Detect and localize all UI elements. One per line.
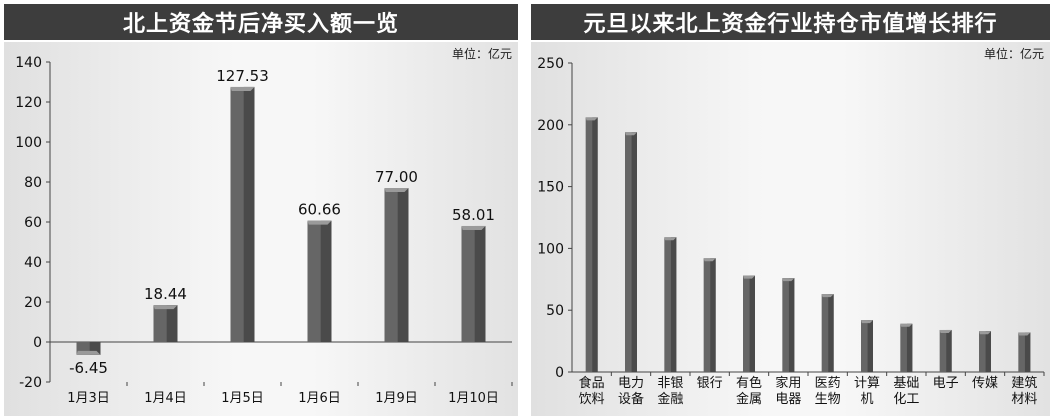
category-label: 1月6日 [298, 391, 341, 406]
bar-top [585, 117, 598, 121]
y-tick-label: 250 [537, 56, 564, 72]
bar-top [861, 320, 873, 324]
chart-title: 元旦以来北上资金行业持仓市值增长排行 [531, 4, 1050, 40]
bar-top [230, 86, 255, 91]
category-label: 1月4日 [144, 391, 187, 406]
bar-top [821, 294, 834, 298]
category-label: 生物 [815, 392, 841, 407]
bar-side [320, 220, 332, 342]
bar-bottom [76, 350, 101, 355]
category-label: 电力 [618, 376, 644, 391]
bar-top [664, 237, 677, 241]
bar-side [243, 86, 255, 342]
y-tick-label: 50 [546, 303, 564, 319]
data-label: 127.53 [216, 67, 269, 85]
bar-top [743, 275, 755, 279]
category-label: 传媒 [972, 376, 998, 391]
bar-side [631, 132, 637, 372]
category-label: 1月10日 [448, 391, 499, 406]
bar-top [461, 225, 486, 230]
y-tick-label: 150 [537, 180, 564, 196]
category-label: 设备 [618, 391, 644, 407]
bar-side [166, 305, 178, 342]
y-tick-label: 100 [537, 241, 564, 257]
category-label: 1月3日 [67, 391, 110, 406]
bar-top [900, 323, 913, 327]
unit-label: 单位：亿元 [984, 46, 1044, 61]
industry-holdings-chart-panel: 元旦以来北上资金行业持仓市值增长排行 单位：亿元 0 50 100 150 200 250 食… [527, 0, 1054, 420]
category-label: 金融 [657, 391, 683, 407]
category-label: 医药 [815, 376, 841, 391]
y-tick-label: 100 [15, 135, 42, 151]
category-label: 食品 [579, 375, 605, 391]
bar-top [384, 188, 409, 192]
bar-side [397, 188, 409, 342]
category-label: 饮料 [579, 392, 605, 407]
category-label: 有色 [736, 375, 762, 391]
category-label: 计算 [854, 376, 880, 391]
bar-top [979, 331, 991, 335]
bar-side [1024, 332, 1031, 372]
bar-side [828, 294, 834, 372]
category-label: 金属 [736, 391, 762, 407]
net-buy-chart-panel: 北上资金节后净买入额一览 单位：亿元 -20 0 20 40 60 80 100 120 140 -… [0, 0, 522, 420]
category-label: 银行 [697, 376, 723, 391]
chart-title: 北上资金节后净买入额一览 [4, 4, 518, 40]
bar-side [670, 237, 677, 372]
y-tick-label: 40 [24, 255, 42, 271]
data-label: 77.00 [375, 168, 418, 186]
category-label: 1月5日 [221, 391, 264, 406]
bar-top [153, 305, 178, 310]
bar-top [1018, 332, 1031, 336]
net-buy-bar-chart: 单位：亿元 -20 0 20 40 60 80 100 120 140 -6.45 1月3日 18.44… [15, 46, 513, 406]
category-label: 基础 [893, 376, 919, 391]
bar-top [939, 329, 952, 333]
bar-top [703, 258, 716, 262]
bar-side [592, 117, 598, 372]
y-tick-label: 200 [537, 118, 564, 134]
bar-side [89, 342, 101, 355]
category-label: 机 [860, 392, 873, 407]
y-tick-label: 20 [24, 295, 42, 311]
data-label: 58.01 [452, 206, 495, 224]
bar-side [946, 329, 952, 372]
unit-label: 单位：亿元 [452, 46, 512, 61]
y-tick-label: 0 [555, 365, 564, 381]
data-label: 60.66 [298, 201, 341, 219]
bar-side [985, 331, 991, 372]
y-tick-label: 80 [24, 175, 42, 191]
bar-top [782, 278, 795, 282]
bar-side [867, 320, 873, 372]
y-tick-label: 140 [15, 55, 42, 71]
category-label: 1月9日 [375, 391, 418, 406]
category-label: 建筑 [1011, 375, 1037, 391]
data-label: 18.44 [144, 285, 187, 303]
bar-side [710, 258, 716, 372]
category-label: 材料 [1011, 392, 1037, 407]
bar-side [906, 323, 913, 372]
bar-top [307, 220, 332, 225]
category-label: 家用 [775, 375, 801, 391]
category-label: 非银 [657, 376, 683, 391]
category-label: 电器 [775, 392, 801, 407]
y-tick-label: -20 [19, 375, 42, 391]
category-label: 电子 [933, 376, 959, 391]
data-label: -6.45 [69, 359, 108, 377]
y-tick-label: 0 [33, 335, 42, 351]
bar-side [749, 275, 755, 372]
bar-side [788, 278, 795, 372]
bar-top [625, 132, 637, 136]
bar-side [474, 225, 486, 342]
y-tick-label: 60 [24, 215, 42, 231]
y-tick-label: 120 [15, 95, 42, 111]
category-label: 化工 [893, 392, 919, 407]
